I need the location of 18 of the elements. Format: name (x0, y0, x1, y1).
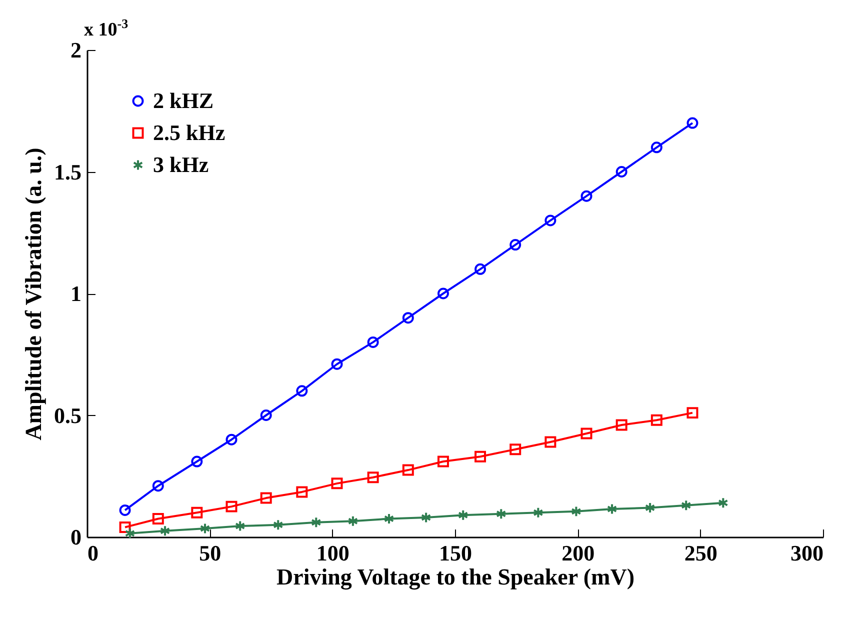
text: x 10$^{-3}$ (84, 16, 128, 42)
legend-label: 2.5 kHz (153, 120, 226, 145)
legend-label: 2 kHZ (153, 88, 214, 113)
x-tick-label: 300 (790, 540, 824, 566)
y-tick-label: 0 (70, 524, 82, 550)
x-tick-label: 250 (684, 540, 718, 566)
y-tick-label: 1 (70, 281, 82, 306)
x-tick-label: 200 (562, 540, 595, 566)
y-axis-title: Amplitude of Vibration (a. u.) (21, 148, 46, 440)
x-tick-label: 150 (439, 540, 472, 566)
y-tick-label: 2 (70, 38, 82, 62)
x-tick-label: 50 (199, 540, 222, 566)
x-tick-label: 100 (316, 540, 350, 566)
y-tick-label: 0.5 (54, 402, 82, 428)
x-tick-label: 0 (88, 540, 98, 566)
legend-label: 3 kHz (153, 152, 209, 177)
x-axis-title: Driving Voltage to the Speaker (mV) (276, 564, 634, 590)
y-tick-label: 1.5 (54, 159, 82, 184)
